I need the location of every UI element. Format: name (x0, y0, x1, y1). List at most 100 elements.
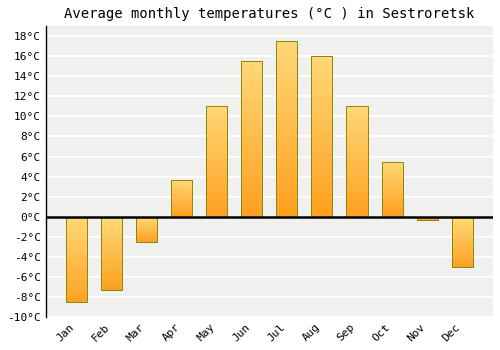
Bar (101, 246, 122, 247)
Bar (346, 106, 368, 217)
Bar (312, 95, 332, 98)
Bar (382, 175, 402, 176)
Bar (66, 237, 87, 239)
Bar (276, 94, 297, 97)
Bar (136, 218, 157, 219)
Bar (136, 225, 157, 226)
Bar (206, 210, 227, 212)
Bar (66, 290, 87, 292)
Bar (382, 204, 402, 205)
Bar (452, 217, 472, 218)
Bar (382, 211, 402, 212)
Bar (101, 237, 122, 239)
Bar (382, 187, 402, 188)
Bar (241, 161, 262, 164)
Bar (452, 239, 472, 240)
Bar (346, 155, 368, 157)
Bar (346, 146, 368, 148)
Bar (206, 205, 227, 208)
Bar (101, 253, 122, 255)
Bar (101, 244, 122, 246)
Bar (206, 193, 227, 195)
Bar (66, 264, 87, 266)
Bar (136, 217, 157, 218)
Bar (66, 239, 87, 240)
Bar (206, 113, 227, 115)
Bar (382, 161, 402, 217)
Bar (312, 72, 332, 76)
Bar (276, 115, 297, 118)
Bar (241, 130, 262, 133)
Bar (66, 244, 87, 246)
Bar (171, 202, 192, 203)
Bar (452, 257, 472, 258)
Bar (346, 131, 368, 133)
Bar (206, 199, 227, 201)
Bar (101, 219, 122, 221)
Bar (312, 56, 332, 60)
Bar (382, 203, 402, 204)
Bar (312, 60, 332, 63)
Bar (312, 127, 332, 130)
Bar (312, 214, 332, 217)
Bar (452, 232, 472, 233)
Bar (346, 188, 368, 190)
Bar (101, 224, 122, 225)
Bar (382, 207, 402, 208)
Bar (171, 189, 192, 190)
Bar (241, 108, 262, 111)
Bar (136, 236, 157, 237)
Bar (171, 204, 192, 205)
Bar (452, 245, 472, 246)
Bar (312, 101, 332, 104)
Bar (346, 124, 368, 126)
Bar (101, 233, 122, 234)
Bar (241, 176, 262, 179)
Bar (136, 224, 157, 225)
Bar (452, 234, 472, 236)
Bar (276, 164, 297, 168)
Bar (416, 217, 438, 220)
Bar (241, 124, 262, 127)
Bar (452, 249, 472, 250)
Bar (382, 190, 402, 191)
Bar (346, 199, 368, 201)
Bar (452, 241, 472, 243)
Bar (241, 74, 262, 77)
Bar (346, 168, 368, 170)
Bar (276, 41, 297, 45)
Bar (346, 212, 368, 215)
Bar (206, 111, 227, 113)
Bar (382, 176, 402, 177)
Bar (452, 246, 472, 247)
Bar (452, 263, 472, 264)
Bar (276, 41, 297, 217)
Bar (171, 190, 192, 191)
Bar (136, 233, 157, 234)
Bar (452, 251, 472, 252)
Bar (276, 55, 297, 59)
Bar (452, 236, 472, 237)
Bar (66, 254, 87, 256)
Bar (171, 193, 192, 194)
Bar (241, 80, 262, 83)
Bar (241, 61, 262, 217)
Bar (66, 283, 87, 285)
Bar (382, 178, 402, 179)
Bar (241, 139, 262, 142)
Bar (66, 281, 87, 283)
Bar (206, 159, 227, 161)
Bar (452, 219, 472, 220)
Bar (206, 177, 227, 179)
Bar (276, 150, 297, 154)
Bar (452, 220, 472, 222)
Bar (101, 252, 122, 253)
Bar (452, 229, 472, 230)
Bar (276, 182, 297, 185)
Bar (241, 182, 262, 186)
Bar (206, 148, 227, 150)
Bar (346, 150, 368, 153)
Bar (241, 207, 262, 210)
Bar (206, 106, 227, 217)
Bar (241, 92, 262, 96)
